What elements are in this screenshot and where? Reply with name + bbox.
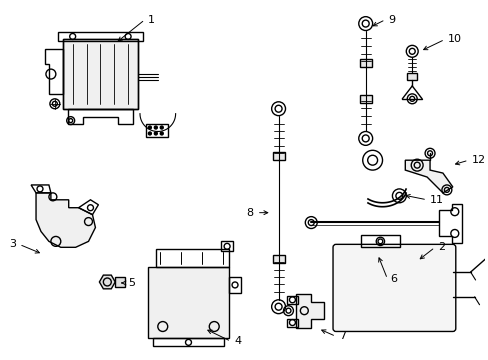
Bar: [359, 95, 371, 103]
Bar: [221, 241, 233, 251]
Bar: [228, 277, 241, 293]
Text: 1: 1: [147, 15, 155, 24]
Polygon shape: [296, 294, 324, 328]
Bar: [272, 255, 284, 263]
Text: 8: 8: [246, 208, 253, 218]
Text: 4: 4: [234, 336, 241, 346]
Circle shape: [160, 126, 163, 129]
Bar: [407, 73, 416, 80]
Circle shape: [160, 132, 163, 135]
Polygon shape: [405, 160, 452, 193]
Text: 2: 2: [437, 242, 444, 252]
Text: 6: 6: [389, 274, 397, 284]
Bar: [62, 40, 138, 109]
Text: 12: 12: [470, 155, 485, 165]
Text: 9: 9: [387, 15, 395, 24]
Circle shape: [154, 126, 157, 129]
Bar: [360, 235, 399, 247]
Text: 5: 5: [128, 278, 135, 288]
Circle shape: [148, 132, 151, 135]
Bar: [286, 319, 298, 327]
Text: 7: 7: [338, 332, 346, 341]
Bar: [115, 277, 125, 287]
Bar: [286, 296, 298, 304]
Bar: [359, 59, 371, 67]
Text: 11: 11: [429, 195, 443, 205]
Bar: [156, 249, 228, 267]
Bar: [62, 40, 138, 109]
FancyBboxPatch shape: [332, 244, 455, 332]
Bar: [58, 32, 142, 41]
Bar: [145, 123, 167, 138]
Bar: [147, 267, 228, 338]
Bar: [153, 338, 224, 346]
Circle shape: [148, 126, 151, 129]
Polygon shape: [36, 193, 95, 247]
Bar: [272, 152, 284, 160]
Circle shape: [154, 132, 157, 135]
Text: 3: 3: [9, 239, 16, 249]
Text: 10: 10: [447, 35, 461, 44]
Polygon shape: [99, 275, 115, 289]
